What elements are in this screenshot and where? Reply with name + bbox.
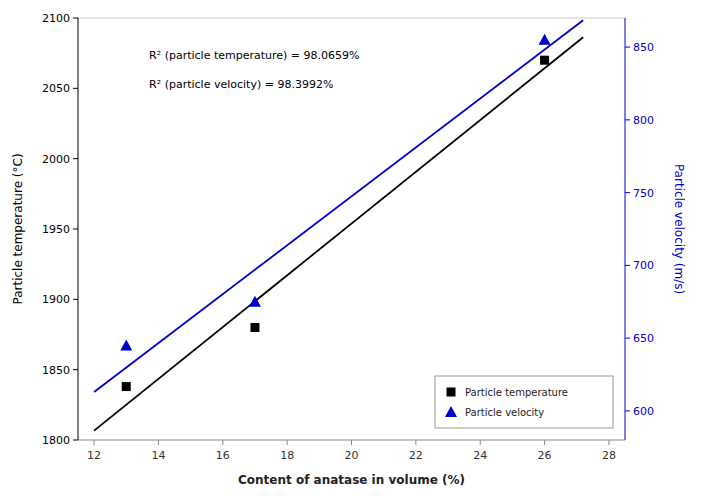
y-tick [73, 229, 78, 230]
x-tick-label: 14 [151, 449, 165, 462]
y2-tick-label: 800 [633, 114, 654, 127]
y-tick-label: 1850 [42, 364, 70, 377]
legend-marker [445, 406, 457, 417]
legend-label: Particle velocity [465, 407, 544, 418]
x-tick-label: 24 [473, 449, 487, 462]
y-tick-label: 1800 [42, 434, 70, 447]
x-tick [94, 440, 95, 445]
y2-axis-label: Particle velocity (m/s) [672, 164, 686, 294]
fit-line [94, 37, 583, 430]
y2-tick-label: 650 [633, 332, 654, 345]
y2-tick [625, 410, 630, 411]
y-tick-label: 2000 [42, 153, 70, 166]
y-tick [73, 18, 78, 19]
x-tick-label: 18 [280, 449, 294, 462]
y-tick-label: 1950 [42, 223, 70, 236]
x-tick [351, 440, 352, 445]
fit-line [94, 20, 583, 392]
y-tick [73, 440, 78, 441]
chart: 12 14 16 18 20 22 24 26 28 1800 1850 1900 1950 2000 20… [0, 0, 703, 498]
y2-tick [625, 338, 630, 339]
x-tick [158, 440, 159, 445]
x-tick [544, 440, 545, 445]
x-tick [222, 440, 223, 445]
legend: Particle temperature Particle velocity [435, 376, 613, 428]
y2-tick-label: 700 [633, 259, 654, 272]
y2-tick [625, 265, 630, 266]
y-tick-label: 1900 [42, 293, 70, 306]
legend-marker [447, 388, 456, 397]
y2-tick-label: 750 [633, 187, 654, 200]
x-tick-label: 28 [602, 449, 616, 462]
square-marker [250, 323, 259, 332]
y-tick [73, 88, 78, 89]
y2-tick [625, 192, 630, 193]
triangle-marker [539, 34, 551, 45]
y2-tick [625, 47, 630, 48]
x-tick [480, 440, 481, 445]
y2-tick [625, 119, 630, 120]
y-tick [73, 299, 78, 300]
y2-axis-line [625, 18, 626, 440]
triangle-marker [249, 296, 261, 307]
x-tick [415, 440, 416, 445]
plot-area [94, 20, 583, 430]
x-tick-label: 16 [216, 449, 230, 462]
y-axis-label: Particle temperature (°C) [11, 153, 25, 304]
y2-tick-label: 600 [633, 405, 654, 418]
annotation: R² (particle velocity) = 98.3992% [149, 78, 333, 91]
x-axis-label: Content of anatase in volume (%) [238, 473, 465, 487]
x-tick [287, 440, 288, 445]
x-tick-label: 26 [538, 449, 552, 462]
annotation: R² (particle temperature) = 98.0659% [149, 49, 359, 62]
y-tick-label: 2050 [42, 82, 70, 95]
y2-tick-label: 850 [633, 41, 654, 54]
legend-label: Particle temperature [465, 387, 568, 398]
y-tick-label: 2100 [42, 12, 70, 25]
x-tick [608, 440, 609, 445]
triangle-marker [120, 339, 132, 350]
y-tick [73, 369, 78, 370]
square-marker [540, 56, 549, 65]
x-tick-label: 12 [87, 449, 101, 462]
x-tick-label: 20 [345, 449, 359, 462]
legend-box [435, 376, 613, 428]
x-tick-label: 22 [409, 449, 423, 462]
y-tick [73, 158, 78, 159]
square-marker [122, 382, 131, 391]
top-frame [78, 18, 625, 19]
